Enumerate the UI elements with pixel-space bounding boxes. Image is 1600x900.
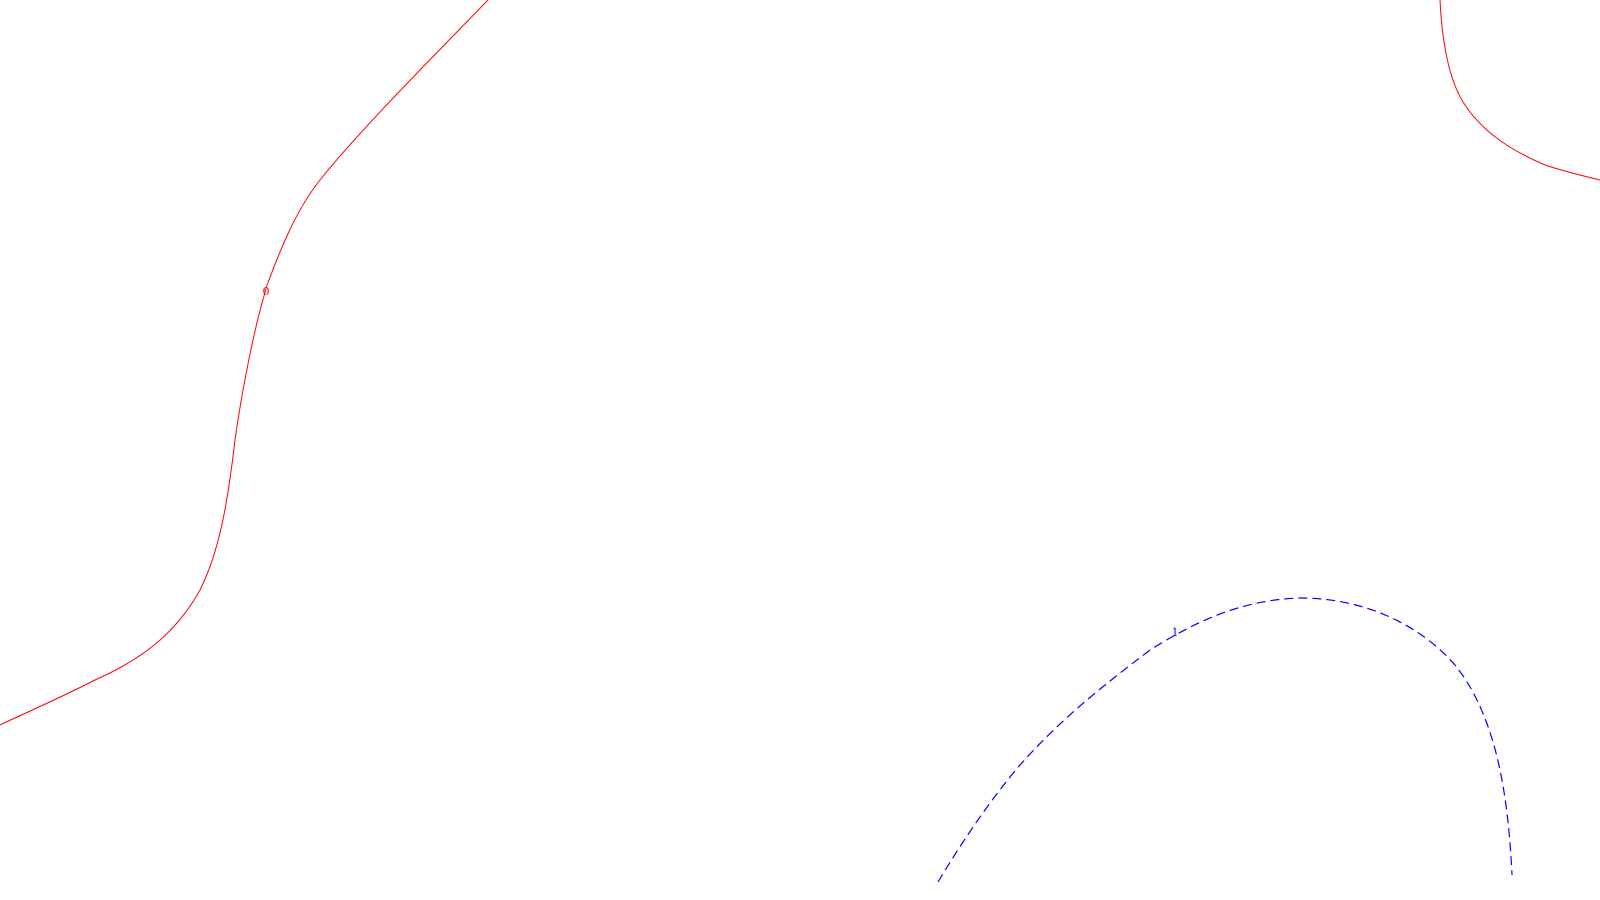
contour-label-level-0: 0: [263, 285, 270, 298]
contour-label-level-1: 1: [1172, 626, 1179, 639]
contour-line-level-0-left: [0, 0, 489, 726]
contour-line-level-0-right: [1439, 0, 1600, 181]
contour-line-level-1: [937, 597, 1513, 883]
